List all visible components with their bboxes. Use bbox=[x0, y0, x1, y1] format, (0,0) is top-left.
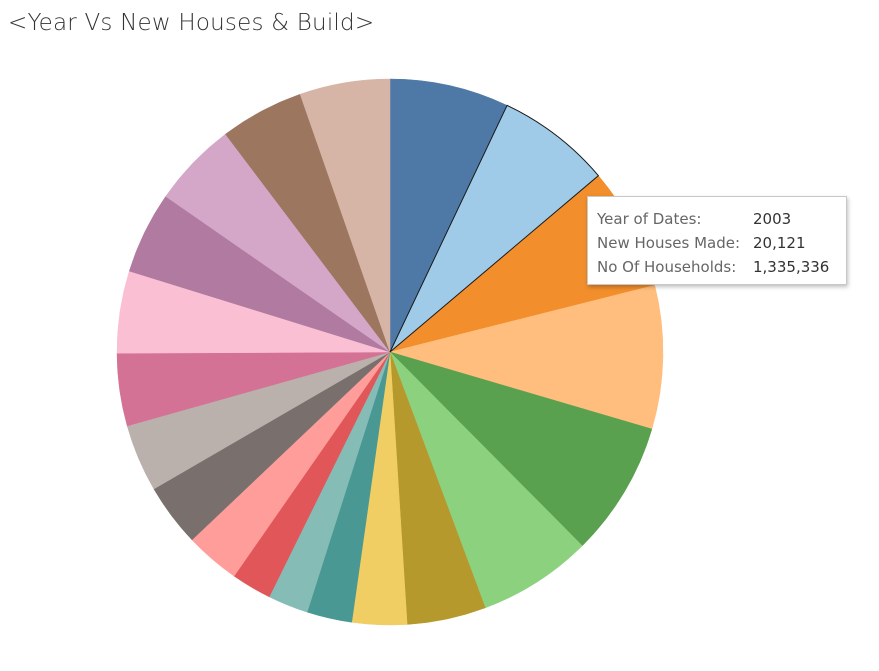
tooltip-value-year: 2003 bbox=[753, 210, 792, 228]
chart-title: <Year Vs New Houses & Build> bbox=[8, 10, 375, 36]
tooltip-label-year: Year of Dates: bbox=[597, 210, 702, 228]
pie-slice-20[interactable] bbox=[299, 78, 391, 353]
tooltip: Year of Dates: 2003 New Houses Made: 20,… bbox=[587, 196, 847, 285]
tooltip-row-new-houses: New Houses Made: 20,121 bbox=[588, 231, 846, 255]
pie-slice-1[interactable] bbox=[389, 78, 508, 353]
pie-slice-2[interactable] bbox=[389, 104, 600, 353]
tooltip-row-year: Year of Dates: 2003 bbox=[588, 207, 846, 231]
tooltip-label-new-houses: New Houses Made: bbox=[597, 234, 741, 252]
tooltip-value-households: 1,335,336 bbox=[753, 258, 830, 276]
pie-slice-4[interactable] bbox=[389, 284, 664, 430]
tooltip-label-households: No Of Households: bbox=[597, 258, 737, 276]
tooltip-row-households: No Of Households: 1,335,336 bbox=[588, 255, 846, 279]
tooltip-value-new-houses: 20,121 bbox=[753, 234, 806, 252]
pie-slice-6[interactable] bbox=[389, 351, 583, 609]
pie-slice-5[interactable] bbox=[389, 351, 653, 547]
